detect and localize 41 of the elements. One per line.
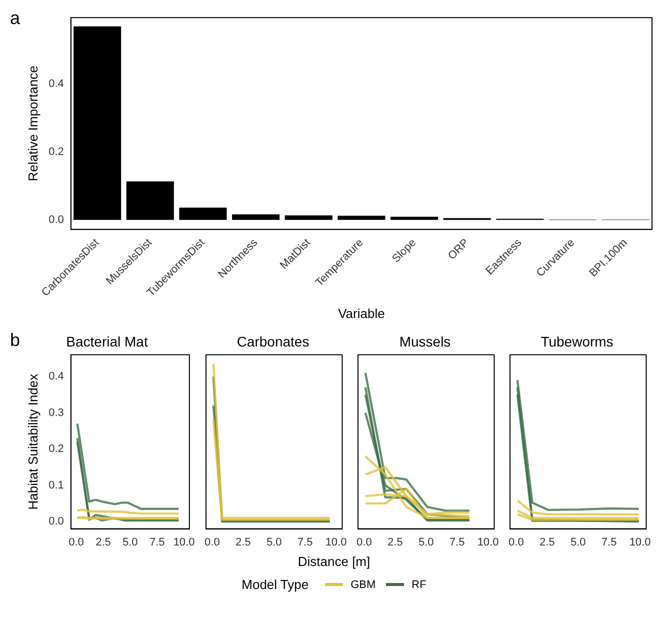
x-tick-label: 7.5 xyxy=(149,536,165,548)
y-tick-label: 0.0 xyxy=(48,516,64,528)
y-tick-label: 0.4 xyxy=(48,78,64,90)
chart-title: Mussels xyxy=(399,333,451,350)
y-tick-label: 0.2 xyxy=(48,443,64,456)
x-tick-label: 5.0 xyxy=(418,536,434,548)
chart-title: Carbonates xyxy=(236,333,310,350)
legend-title: Model Type xyxy=(242,577,309,592)
x-tick-label: 2.5 xyxy=(388,536,403,548)
x-tick-label: 5.0 xyxy=(570,536,586,548)
x-tick-label: 5.0 xyxy=(122,536,138,548)
y-tick-label: 0.4 xyxy=(48,370,64,383)
x-tick-label: 7.5 xyxy=(601,536,617,548)
x-tick-label: 10.0 xyxy=(477,536,499,548)
y-axis-title: Relative Importance xyxy=(25,66,40,182)
text: b xyxy=(10,330,20,350)
x-tick-label: 7.5 xyxy=(449,536,465,548)
x-tick-label: 0.0 xyxy=(508,536,524,548)
chart-title: Bacterial Mat xyxy=(66,333,148,350)
x-axis-title: Variable xyxy=(338,306,385,321)
x-tick-label: 2.5 xyxy=(540,536,555,548)
y-tick-label: 0.2 xyxy=(48,146,64,158)
x-tick-label: 10.0 xyxy=(325,536,347,548)
y-tick-label: 0.1 xyxy=(48,479,64,492)
y-tick-label: 0.0 xyxy=(48,214,64,226)
x-tick-label: 5.0 xyxy=(266,536,282,548)
text: a xyxy=(10,8,21,28)
x-tick-label: 2.5 xyxy=(96,536,111,548)
x-tick-label: 2.5 xyxy=(236,536,251,548)
x-tick-label: 7.5 xyxy=(297,536,313,548)
x-tick-label: 0.0 xyxy=(204,536,220,548)
x-tick-label: 10.0 xyxy=(629,536,651,548)
legend-label: RF xyxy=(412,578,426,590)
x-tick-label: 0.0 xyxy=(356,536,372,548)
y-tick-label: 0.3 xyxy=(48,406,64,419)
x-tick-label: 0.0 xyxy=(68,536,84,548)
legend-label: GBM xyxy=(350,578,376,590)
y-axis-title: Habitat Suitability Index xyxy=(25,373,40,510)
x-axis-title: Distance [m] xyxy=(296,554,372,569)
chart-title: Tubeworms xyxy=(540,333,614,350)
x-tick-label: 10.0 xyxy=(173,536,195,548)
